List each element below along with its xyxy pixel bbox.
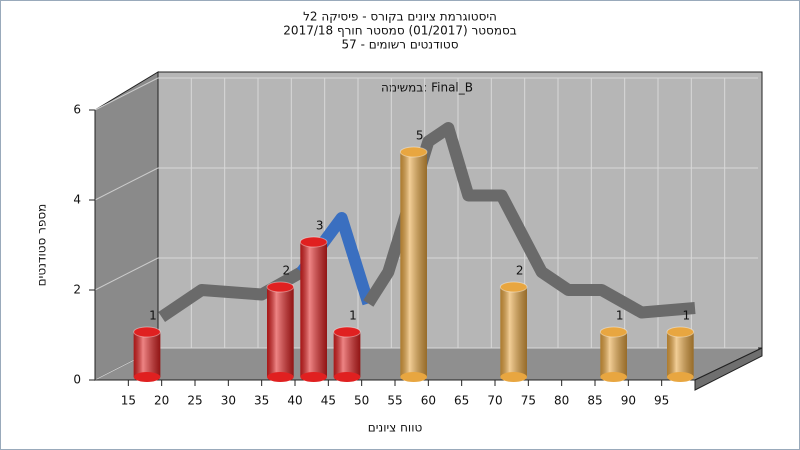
x-tick-label: 45	[321, 394, 336, 408]
value-label: 2	[516, 264, 524, 278]
bar	[100, 372, 127, 382]
bar-top	[266, 281, 295, 293]
grid-line	[94, 257, 159, 291]
value-label: 5	[416, 129, 424, 143]
bar-top	[333, 326, 361, 338]
bar-top	[133, 326, 161, 338]
grid-line	[94, 167, 159, 201]
x-tick-label: 70	[487, 394, 502, 408]
bar-shine	[400, 152, 427, 377]
annotation: במשימה: Final_B	[381, 81, 473, 95]
bar-top	[599, 326, 628, 338]
bar	[599, 326, 628, 382]
value-label: 3	[316, 219, 324, 233]
bar-top	[499, 281, 528, 293]
bar-base	[400, 372, 427, 382]
bar	[200, 372, 227, 382]
y-tick-label: 4	[73, 193, 81, 207]
bar	[434, 372, 461, 382]
value-label: 1	[149, 309, 157, 323]
bar	[499, 281, 528, 382]
x-tick-label: 95	[654, 394, 669, 408]
bar-shine	[667, 332, 694, 377]
value-label: 1	[683, 309, 691, 323]
x-tick-label: 20	[154, 394, 169, 408]
bar	[234, 372, 261, 382]
bar	[399, 146, 428, 382]
bar	[299, 236, 328, 382]
bar-base	[667, 372, 694, 382]
bar-top	[299, 236, 328, 248]
x-tick-label: 75	[521, 394, 536, 408]
bar	[567, 372, 594, 382]
x-tick-label: 90	[621, 394, 636, 408]
bar	[266, 281, 295, 382]
title-line: בסמסטר (01/2017) סמסטר חורף 2017/18	[283, 24, 516, 38]
bar-shine	[600, 332, 627, 377]
x-tick-label: 25	[187, 394, 202, 408]
bar	[467, 372, 494, 382]
x-axis-label: טווח ציונים	[368, 421, 423, 435]
x-tick-label: 35	[254, 394, 269, 408]
bar-shine	[333, 332, 361, 377]
bar	[133, 326, 161, 382]
bar	[333, 326, 361, 382]
bar-shine	[500, 287, 527, 377]
value-label: 1	[349, 309, 357, 323]
bar-shine	[300, 242, 327, 377]
y-tick-label: 6	[73, 103, 81, 117]
value-label: 1	[616, 309, 624, 323]
x-tick-label: 60	[421, 394, 436, 408]
bar	[634, 372, 661, 382]
y-tick-label: 2	[73, 283, 81, 297]
x-tick-label: 50	[354, 394, 369, 408]
value-label: 2	[283, 264, 291, 278]
x-tick-label: 85	[587, 394, 602, 408]
bar-base	[133, 372, 161, 382]
x-tick-label: 80	[554, 394, 569, 408]
y-tick-label: 0	[73, 373, 81, 387]
bar-base	[333, 372, 361, 382]
x-tick-label: 15	[121, 394, 136, 408]
bar-shine	[267, 287, 294, 377]
bar	[167, 372, 194, 382]
bar	[367, 372, 394, 382]
title-line: היסטוגרמת ציונים בקורס - פיסיקה 2ל	[303, 10, 497, 24]
bar-top	[399, 146, 428, 158]
x-tick-label: 40	[287, 394, 302, 408]
x-tick-label: 65	[454, 394, 469, 408]
x-tick-label: 55	[387, 394, 402, 408]
bar-base	[600, 372, 628, 382]
title-line: סטודנטים רשומים - 57	[341, 38, 458, 52]
bar	[534, 372, 561, 382]
x-tick-label: 30	[221, 394, 236, 408]
bar-base	[267, 372, 294, 382]
floor	[94, 347, 763, 381]
grid-line	[94, 77, 159, 111]
y-axis-label: מספר סטודנטים	[35, 204, 49, 287]
bar-top	[666, 326, 695, 338]
bar-base	[500, 372, 527, 382]
bar-base	[300, 372, 327, 382]
bar-shine	[133, 332, 161, 377]
floor-edge	[694, 347, 763, 391]
bar	[666, 326, 695, 382]
